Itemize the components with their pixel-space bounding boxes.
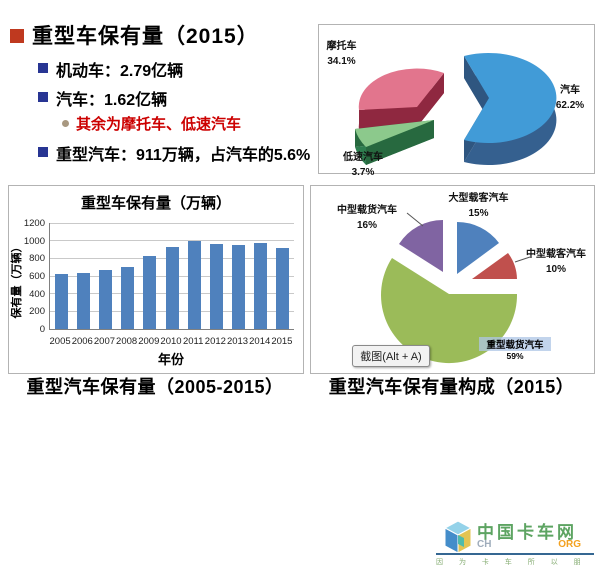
watermark-tagline: 因 为 卡 车 所 以 朋 友 (436, 553, 594, 567)
watermark-subtitle-left: CH (477, 539, 492, 550)
y-tick-label: 1000 (23, 235, 45, 247)
pie-label-motorcycle: 摩托车 34.1% (326, 41, 357, 67)
pie-slice-medium-truck (399, 219, 443, 272)
watermark-subtitle-right: ORG (558, 539, 581, 550)
bar-2014 (254, 242, 268, 329)
gridline (50, 240, 294, 242)
bar-2005 (54, 274, 68, 329)
x-tick-label: 2011 (182, 336, 204, 347)
watermark-subtitle: CH ORG (477, 539, 581, 550)
pie-slice-car (464, 53, 557, 165)
title-bullet-icon (10, 29, 24, 43)
x-tick-label: 2005 (49, 336, 71, 347)
x-tick-label: 2006 (71, 336, 93, 347)
x-tick-label: 2010 (160, 336, 182, 347)
bar-2013 (232, 245, 246, 329)
x-tick-label: 2009 (138, 336, 160, 347)
pie-2d-graphic (381, 212, 531, 364)
pie-label-low-speed: 低速汽车 3.7% (343, 152, 383, 178)
y-tick-label: 200 (29, 306, 45, 318)
bar-2010 (165, 246, 179, 329)
bar-2009 (143, 255, 157, 329)
screenshot-button[interactable]: 截图(Alt + A) (352, 345, 430, 367)
bullet-note-red: 其余为摩托车、低速汽车 (76, 116, 242, 133)
pie-label-car: 汽车 62.2% (555, 85, 585, 111)
y-tick-label: 600 (29, 271, 45, 282)
bar-2007 (98, 270, 112, 329)
bullet-square-icon (38, 63, 48, 73)
bar-chart-x-axis-title: 年份 (157, 352, 184, 367)
bar-chart-plot-area (49, 222, 294, 330)
y-tick-label: 0 (39, 324, 45, 335)
pie-slice-heavy-truck (381, 258, 518, 364)
bar-chart-heavy-vehicle-stock: 重型车保有量（万辆） 保有量（万辆） 0 200 400 600 800 1000 1200… (8, 185, 304, 374)
pie-label-heavy-truck: 重型载货汽车 59% (479, 337, 551, 361)
bullet-motor-vehicles: 机动车：2.79亿辆 (56, 63, 184, 80)
y-tick-label: 1200 (23, 218, 45, 229)
x-tick-label: 2008 (116, 336, 138, 347)
leader-line (406, 212, 424, 227)
pie-label-medium-bus: 中型载客汽车 10% (526, 249, 586, 275)
bullet-square-icon (38, 147, 48, 157)
bullet-automobiles: 汽车：1.62亿辆 (56, 92, 168, 109)
caption-left: 重型汽车保有量（2005-2015） (26, 377, 284, 397)
x-tick-label: 2014 (249, 336, 271, 347)
pie-3d-graphic (355, 53, 557, 165)
y-tick-label: 400 (29, 288, 45, 300)
bar-2012 (209, 243, 223, 329)
x-tick-label: 2013 (226, 336, 249, 347)
pie-slice-low-speed (355, 120, 434, 165)
bar-2011 (187, 240, 201, 329)
cube-logo-icon (443, 520, 473, 554)
x-tick-label: 2007 (93, 336, 116, 347)
pie-slice-medium-bus (472, 253, 517, 279)
pie-chart-heavy-truck-composition: 大型载客汽车 15% 中型载货汽车 16% 中型载客汽车 10% 中国卡车网 C… (310, 185, 595, 566)
bar-chart-title: 重型车保有量（万辆） (80, 195, 231, 212)
x-tick-label: 2015 (271, 336, 293, 347)
bullet-square-icon (38, 92, 48, 102)
pie-label-large-bus: 大型载客汽车 15% (448, 193, 509, 219)
y-tick-label: 800 (29, 253, 45, 265)
bar-2015 (276, 248, 290, 329)
pie-chart-vehicle-mix: 摩托车 34.1% 汽车 62.2% 低速汽车 3.7% (318, 24, 595, 178)
slide-title: 重型车保有量（2015） (32, 25, 259, 48)
caption-right: 重型汽车保有量构成（2015） (328, 377, 575, 397)
pie-slice-large-bus (457, 221, 499, 274)
leader-line (514, 256, 531, 263)
bullet-dot-icon (62, 120, 69, 127)
bar-2006 (76, 272, 90, 329)
bullet-heavy-trucks: 重型汽车：911万辆，占汽车的5.6% (56, 147, 311, 164)
pie-label-medium-truck: 中型载货汽车 16% (337, 205, 397, 231)
bar-2008 (121, 267, 135, 329)
pie-slice-motorcycle (358, 68, 444, 130)
x-tick-label: 2012 (204, 336, 226, 347)
gridline (50, 222, 294, 224)
